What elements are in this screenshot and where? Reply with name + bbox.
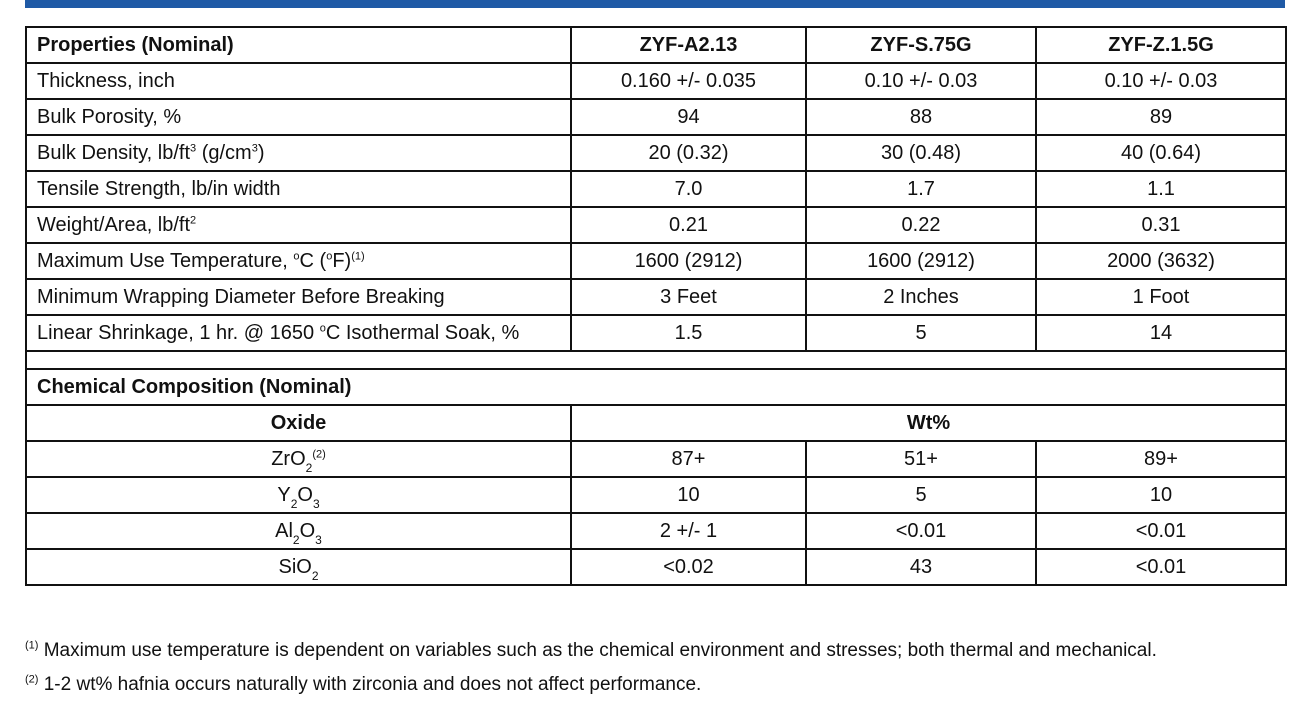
oxide-label-y2o3: Y2O3 [25, 476, 572, 514]
footnote-mark: (1) [25, 639, 39, 652]
row-label-min-wrapping-diameter: Minimum Wrapping Diameter Before Breakin… [25, 278, 572, 316]
table-cell: 1600 (2912) [570, 242, 807, 280]
table-row-bulk-density: Bulk Density, lb/ft3 (g/cm3) 20 (0.32) 3… [25, 134, 1287, 172]
table-cell: 0.10 +/- 0.03 [805, 62, 1037, 100]
table-row-y2o3: Y2O3 10 5 10 [25, 476, 1287, 514]
top-accent-bar [25, 0, 1285, 8]
oxide-label-sio2: SiO2 [25, 548, 572, 586]
table-cell: 10 [1035, 476, 1287, 514]
table-cell: 2000 (3632) [1035, 242, 1287, 280]
table-cell: 14 [1035, 314, 1287, 352]
row-label-weight-area: Weight/Area, lb/ft2 [25, 206, 572, 244]
table-row-bulk-porosity: Bulk Porosity, % 94 88 89 [25, 98, 1287, 136]
table-cell: 0.31 [1035, 206, 1287, 244]
footnotes: (1) Maximum use temperature is dependent… [25, 637, 1285, 705]
row-label-tensile-strength: Tensile Strength, lb/in width [25, 170, 572, 208]
properties-table: Properties (Nominal) ZYF-A2.13 ZYF-S.75G… [25, 26, 1287, 586]
spacer-cell [25, 350, 1287, 370]
table-row-max-use-temperature: Maximum Use Temperature, oC (oF)(1) 1600… [25, 242, 1287, 280]
table-cell: 3 Feet [570, 278, 807, 316]
properties-header-row: Properties (Nominal) ZYF-A2.13 ZYF-S.75G… [25, 26, 1287, 64]
table-cell: 1 Foot [1035, 278, 1287, 316]
row-label-linear-shrinkage: Linear Shrinkage, 1 hr. @ 1650 oC Isothe… [25, 314, 572, 352]
properties-header-label: Properties (Nominal) [25, 26, 572, 64]
table-cell: <0.01 [805, 512, 1037, 550]
table-cell: <0.01 [1035, 512, 1287, 550]
table-cell: 2 +/- 1 [570, 512, 807, 550]
wt-percent-header: Wt% [570, 404, 1287, 442]
table-row-zro2: ZrO2(2) 87+ 51+ 89+ [25, 440, 1287, 478]
table-cell: 20 (0.32) [570, 134, 807, 172]
table-row-al2o3: Al2O3 2 +/- 1 <0.01 <0.01 [25, 512, 1287, 550]
product-header-zyf-z-1-5g: ZYF-Z.1.5G [1035, 26, 1287, 64]
table-cell: 2 Inches [805, 278, 1037, 316]
chemical-title-row: Chemical Composition (Nominal) [25, 368, 1287, 406]
table-cell: 0.160 +/- 0.035 [570, 62, 807, 100]
footnote-text: 1-2 wt% hafnia occurs naturally with zir… [38, 674, 702, 695]
oxide-label-al2o3: Al2O3 [25, 512, 572, 550]
table-spacer-row [25, 350, 1287, 370]
table-cell: 1.5 [570, 314, 807, 352]
footnote-2: (2) 1-2 wt% hafnia occurs naturally with… [25, 671, 1285, 705]
table-cell: 0.21 [570, 206, 807, 244]
table-cell: 94 [570, 98, 807, 136]
table-cell: 40 (0.64) [1035, 134, 1287, 172]
table-cell: 87+ [570, 440, 807, 478]
table-cell: 5 [805, 314, 1037, 352]
table-cell: 1.7 [805, 170, 1037, 208]
footnote-mark: (2) [25, 673, 39, 686]
table-cell: 30 (0.48) [805, 134, 1037, 172]
product-header-zyf-s-75g: ZYF-S.75G [805, 26, 1037, 64]
row-label-bulk-porosity: Bulk Porosity, % [25, 98, 572, 136]
table-cell: 89+ [1035, 440, 1287, 478]
table-cell: 5 [805, 476, 1037, 514]
table-cell: 7.0 [570, 170, 807, 208]
table-row-linear-shrinkage: Linear Shrinkage, 1 hr. @ 1650 oC Isothe… [25, 314, 1287, 352]
table-cell: 88 [805, 98, 1037, 136]
oxide-label-zro2: ZrO2(2) [25, 440, 572, 478]
row-label-thickness: Thickness, inch [25, 62, 572, 100]
table-cell: 1.1 [1035, 170, 1287, 208]
table-row-weight-area: Weight/Area, lb/ft2 0.21 0.22 0.31 [25, 206, 1287, 244]
table-row-sio2: SiO2 <0.02 43 <0.01 [25, 548, 1287, 586]
table-cell: 1600 (2912) [805, 242, 1037, 280]
table-cell: <0.01 [1035, 548, 1287, 586]
table-cell: 0.10 +/- 0.03 [1035, 62, 1287, 100]
table-row-thickness: Thickness, inch 0.160 +/- 0.035 0.10 +/-… [25, 62, 1287, 100]
oxide-header: Oxide [25, 404, 572, 442]
table-row-tensile-strength: Tensile Strength, lb/in width 7.0 1.7 1.… [25, 170, 1287, 208]
row-label-max-use-temperature: Maximum Use Temperature, oC (oF)(1) [25, 242, 572, 280]
table-cell: 0.22 [805, 206, 1037, 244]
table-row-min-wrapping-diameter: Minimum Wrapping Diameter Before Breakin… [25, 278, 1287, 316]
footnote-text: Maximum use temperature is dependent on … [38, 640, 1157, 661]
row-label-bulk-density: Bulk Density, lb/ft3 (g/cm3) [25, 134, 572, 172]
chemical-composition-title: Chemical Composition (Nominal) [25, 368, 1287, 406]
table-cell: 89 [1035, 98, 1287, 136]
chemical-header-row: Oxide Wt% [25, 404, 1287, 442]
table-cell: 51+ [805, 440, 1037, 478]
product-header-zyf-a2-13: ZYF-A2.13 [570, 26, 807, 64]
footnote-1: (1) Maximum use temperature is dependent… [25, 637, 1285, 671]
table-cell: 43 [805, 548, 1037, 586]
table-cell: 10 [570, 476, 807, 514]
table-cell: <0.02 [570, 548, 807, 586]
